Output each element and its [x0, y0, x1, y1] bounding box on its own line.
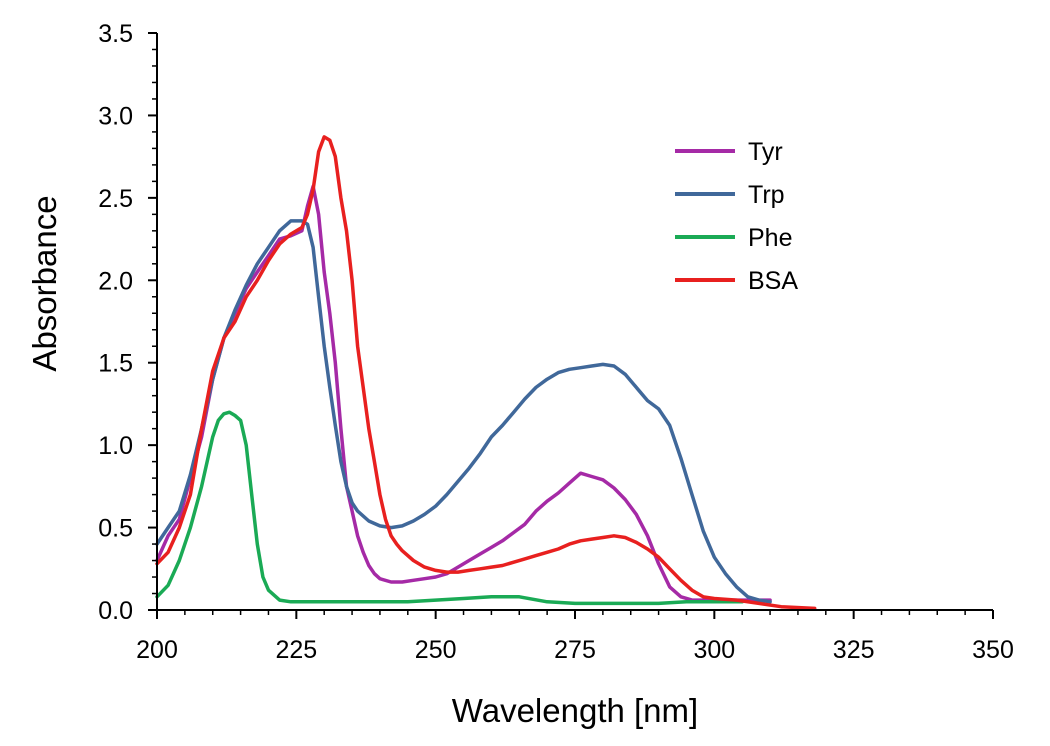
- y-tick-label: 0.0: [98, 597, 133, 625]
- y-tick-label: 0.5: [98, 515, 133, 543]
- x-tick-label: 200: [136, 636, 178, 664]
- x-axis-title: Wavelength [nm]: [452, 692, 698, 729]
- series-line-tyr: [155, 184, 772, 602]
- series-layer: [155, 135, 817, 611]
- y-tick-label: 2.0: [98, 267, 133, 295]
- x-tick-label: 225: [275, 636, 317, 664]
- legend-label-bsa: BSA: [748, 267, 798, 295]
- x-tick-label: 275: [554, 636, 596, 664]
- y-tick-label: 1.5: [98, 350, 133, 378]
- series-line-trp: [155, 219, 772, 604]
- x-tick-label: 325: [833, 636, 875, 664]
- y-tick-label: 3.5: [98, 20, 133, 48]
- series-line-phe: [155, 410, 744, 606]
- series-line-bsa: [155, 135, 817, 611]
- x-tick-label: 250: [415, 636, 457, 664]
- y-tick-label: 3.0: [98, 102, 133, 130]
- y-tick-label: 1.0: [98, 432, 133, 460]
- ticks-layer: 200 225 250 275 300 325 350 0.0 0.5 1.0 1.5 2.0 2.5 3…: [98, 20, 1014, 664]
- x-tick-label: 300: [693, 636, 735, 664]
- legend-label-tyr: Tyr: [748, 138, 783, 166]
- legend: Tyr Trp Phe BSA: [675, 138, 798, 295]
- x-tick-label: 350: [972, 636, 1014, 664]
- y-axis-title: Absorbance: [26, 195, 63, 371]
- legend-label-trp: Trp: [748, 181, 785, 209]
- axes-layer: [156, 33, 993, 611]
- legend-label-phe: Phe: [748, 224, 792, 252]
- y-tick-label: 2.5: [98, 185, 133, 213]
